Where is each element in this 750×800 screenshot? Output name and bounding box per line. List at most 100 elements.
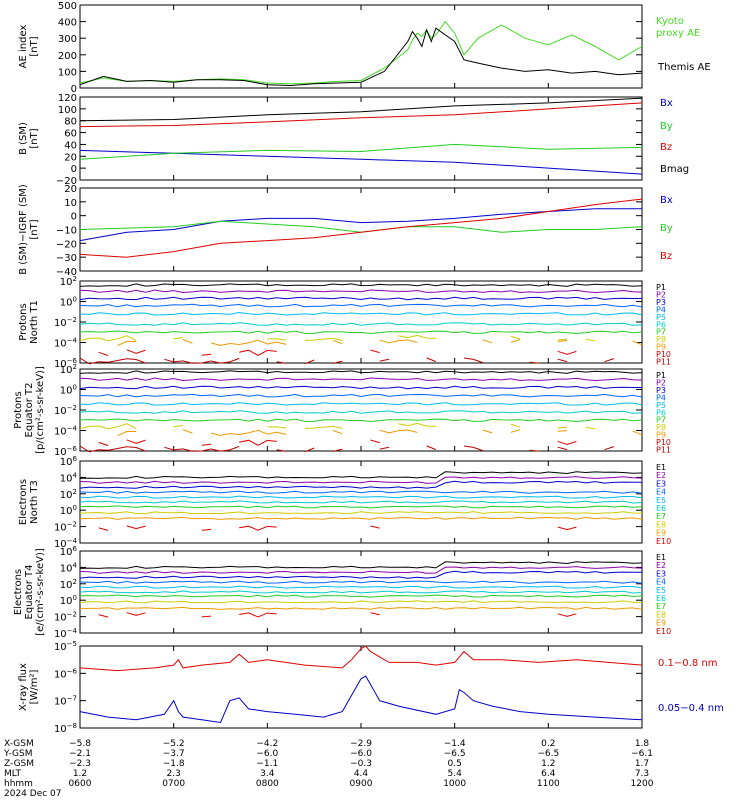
ephemeris-value: 0600 bbox=[69, 779, 92, 789]
b_sm-ytick-label: 40 bbox=[64, 140, 77, 151]
electrons_equator-channel-label: E1 bbox=[656, 553, 666, 562]
ephemeris-value: 1000 bbox=[443, 779, 466, 789]
electrons_north-channel-line bbox=[79, 511, 643, 515]
electrons_north-ylabel: North T3 bbox=[29, 480, 40, 524]
b_igrf-ytick-label: −20 bbox=[56, 239, 77, 250]
ephemeris-value: 1.2 bbox=[73, 769, 87, 779]
ephemeris-value: −6.5 bbox=[444, 749, 466, 759]
electrons_north-channel-label: E2 bbox=[656, 471, 666, 480]
ae-ylabel: AE index bbox=[18, 25, 29, 69]
b_igrf-ytick-label: 0 bbox=[71, 212, 77, 223]
protons_equator-ytick-label: 10−2 bbox=[54, 404, 77, 417]
electrons_north-channel-line bbox=[79, 476, 643, 484]
ephemeris-value: 4.4 bbox=[354, 769, 369, 779]
protons_equator-ytick-label: 100 bbox=[60, 384, 77, 397]
ae-series-line bbox=[79, 20, 643, 85]
electrons_equator-channel-line bbox=[79, 566, 643, 574]
protons_north-channel-label: P7 bbox=[656, 328, 666, 337]
ephemeris-value: 0900 bbox=[350, 779, 373, 789]
protons_north-channel-line bbox=[79, 322, 643, 326]
electrons_equator-channel-line bbox=[79, 606, 643, 610]
protons_north-ylabel: Protons bbox=[18, 303, 29, 340]
electrons_north-channel-line bbox=[79, 480, 642, 489]
ephemeris-value: −3.7 bbox=[163, 749, 185, 759]
protons_equator-channel-line bbox=[79, 402, 643, 406]
electrons_equator-ytick-label: 104 bbox=[60, 561, 78, 574]
electrons_equator-channel-line bbox=[79, 561, 643, 569]
protons_north-channel-label: P5 bbox=[656, 313, 666, 322]
b_igrf-ylabel: [nT] bbox=[29, 219, 40, 239]
b_igrf-ytick-label: 10 bbox=[64, 198, 77, 209]
b_igrf-ytick-label: −10 bbox=[56, 226, 77, 237]
ephemeris-row-label: MLT bbox=[4, 769, 22, 779]
electrons_north-ytick-label: 102 bbox=[60, 488, 77, 501]
protons_equator-channel-label: P6 bbox=[656, 408, 666, 417]
electrons_equator-ytick-label: 106 bbox=[60, 545, 78, 558]
protons_equator-channel-line bbox=[79, 377, 643, 382]
protons_north-channel-label: P9 bbox=[656, 343, 666, 352]
protons_north-ytick-label: 102 bbox=[60, 275, 77, 288]
b_sm-series-line bbox=[79, 97, 643, 122]
b_igrf-ytick-label: −30 bbox=[56, 253, 77, 264]
protons_north-channel-label: P1 bbox=[656, 283, 666, 292]
protons_north-channel-label: P10 bbox=[656, 350, 671, 359]
protons_north-channel-line bbox=[79, 330, 643, 335]
protons_north-channel-label: P11 bbox=[656, 358, 671, 367]
ephemeris-value: −2.1 bbox=[69, 749, 91, 759]
xray-legend: 0.1−0.8 nm bbox=[658, 658, 717, 669]
xray-frame bbox=[79, 645, 643, 729]
xray-ytick-label: 10−8 bbox=[54, 722, 77, 735]
b_sm-ytick-label: 100 bbox=[58, 105, 77, 116]
b-igrf-legend: Bx bbox=[660, 195, 673, 206]
b_sm-ytick-label: 60 bbox=[64, 129, 77, 140]
electrons_equator-channel-label: E10 bbox=[656, 627, 671, 636]
ae-ytick-label: 0 bbox=[71, 84, 77, 95]
protons_equator-channel-line bbox=[79, 370, 643, 374]
b_igrf-ytick-label: −40 bbox=[56, 267, 77, 278]
protons_north-ytick-label: 10−4 bbox=[54, 337, 78, 350]
electrons_equator-channel-label: E4 bbox=[656, 578, 666, 587]
ephemeris-value: 1.7 bbox=[635, 759, 649, 769]
protons_equator-channel-line bbox=[79, 393, 643, 398]
ephemeris-value: −5.8 bbox=[69, 739, 91, 749]
protons_north-ytick-label: 100 bbox=[60, 296, 77, 309]
protons_equator-ytick-label: 10−4 bbox=[54, 425, 78, 438]
electrons_equator-channel-line bbox=[79, 590, 643, 594]
ae-ytick-label: 500 bbox=[58, 1, 77, 12]
protons_equator-ytick-label: 102 bbox=[60, 363, 77, 376]
electrons_equator-channel-line bbox=[79, 580, 643, 584]
xray-ylabel: X-ray flux bbox=[18, 663, 29, 711]
ephemeris-value: 1.8 bbox=[635, 739, 650, 749]
protons_north-channel-line bbox=[99, 350, 605, 356]
ephemeris-row-label: Z-GSM bbox=[4, 759, 34, 769]
ae-frame bbox=[79, 4, 643, 89]
ephemeris-value: 0.2 bbox=[541, 739, 555, 749]
b_sm-ytick-label: 120 bbox=[58, 93, 77, 104]
ae-legend: proxy AE bbox=[656, 28, 700, 39]
b_sm-ytick-label: 0 bbox=[71, 164, 77, 175]
ae-ytick-label: 300 bbox=[58, 34, 77, 45]
xray-ytick-label: 10−6 bbox=[54, 667, 78, 680]
electrons_equator-ytick-label: 102 bbox=[60, 578, 77, 591]
xray-ytick-label: 10−7 bbox=[54, 695, 77, 708]
protons_north-channel-label: P4 bbox=[656, 305, 666, 314]
b_sm-series-line bbox=[79, 143, 643, 160]
protons_north-channel-label: P3 bbox=[656, 298, 666, 307]
protons_equator-channel-label: P10 bbox=[656, 438, 671, 447]
electrons_equator-ylabel: [e/(cm²-s-sr-keV)] bbox=[35, 548, 46, 636]
ae-legend: Themis AE bbox=[657, 62, 711, 73]
ephemeris-row-label: hhmm bbox=[4, 779, 33, 789]
b_sm-ylabel: B (SM) bbox=[18, 122, 29, 155]
b-sm-legend: Bmag bbox=[660, 164, 689, 175]
ephemeris-date: 2024 Dec 07 bbox=[4, 789, 62, 799]
b_sm-ytick-label: −20 bbox=[56, 176, 77, 187]
electrons_equator-channel-label: E6 bbox=[656, 594, 666, 603]
electrons_north-channel-label: E9 bbox=[656, 529, 666, 538]
protons_north-channel-line bbox=[79, 334, 596, 342]
b-sm-legend: By bbox=[660, 121, 673, 132]
protons_equator-channel-line bbox=[79, 410, 643, 414]
ae-legend: Kyoto bbox=[656, 16, 684, 27]
b_igrf-ytick-label: 20 bbox=[64, 184, 77, 195]
electrons_equator-channel-label: E7 bbox=[656, 602, 666, 611]
xray-series-line bbox=[79, 675, 643, 724]
